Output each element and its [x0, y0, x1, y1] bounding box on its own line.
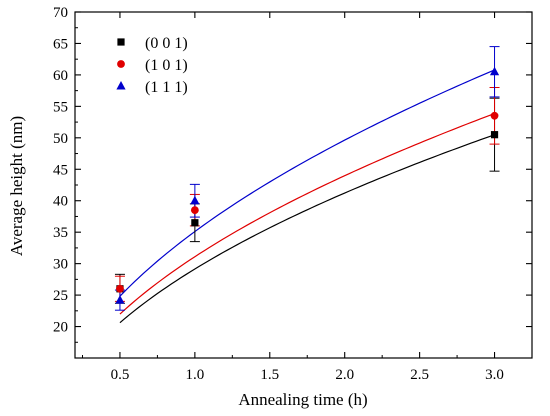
y-tick-label: 40 — [53, 194, 68, 210]
data-point — [490, 111, 499, 120]
legend-label: (0 0 1) — [145, 35, 188, 52]
y-axis-title: Average height (nm) — [7, 116, 26, 256]
data-point — [490, 131, 499, 139]
plot-frame — [74, 11, 533, 359]
y-tick-label: 55 — [53, 99, 68, 115]
data-points — [115, 66, 500, 304]
data-point — [191, 219, 199, 227]
y-tick-label: 25 — [53, 288, 68, 304]
data-point — [116, 284, 124, 293]
x-tick-label: 1.0 — [185, 367, 204, 383]
fit-curve — [119, 134, 495, 324]
legend-marker — [117, 60, 125, 68]
legend-label: (1 1 1) — [145, 79, 188, 96]
y-tick-label: 50 — [53, 131, 68, 147]
x-axis: 0.5 1.0 1.5 2.0 2.5 3.0 — [81, 12, 504, 383]
x-axis-title: Annealing time (h) — [238, 390, 367, 409]
data-point — [489, 66, 500, 76]
y-axis: 20 25 30 35 40 45 50 55 60 65 70 — [53, 5, 532, 343]
data-point — [190, 195, 200, 205]
y-tick-label: 60 — [53, 68, 68, 84]
y-tick-label: 20 — [53, 320, 68, 336]
x-tick-label: 2.0 — [335, 367, 354, 383]
fit-curve — [119, 69, 495, 297]
y-tick-label: 35 — [53, 225, 68, 241]
legend-marker — [116, 81, 126, 90]
y-tick-label: 30 — [53, 257, 68, 273]
y-tick-label: 70 — [53, 5, 68, 21]
x-tick-label: 3.0 — [485, 367, 504, 383]
fit-curve — [119, 112, 495, 315]
legend: (0 0 1) (1 0 1) (1 1 1) — [116, 35, 188, 96]
x-tick-label: 0.5 — [111, 367, 130, 383]
y-tick-label: 65 — [53, 36, 68, 52]
legend-label: (1 0 1) — [145, 57, 188, 74]
x-tick-label: 2.5 — [410, 367, 429, 383]
fit-curves — [119, 69, 495, 324]
legend-marker — [117, 38, 125, 46]
y-tick-label: 45 — [53, 162, 68, 178]
data-point — [190, 206, 199, 215]
data-point — [115, 295, 125, 304]
x-tick-label: 1.5 — [260, 367, 279, 383]
